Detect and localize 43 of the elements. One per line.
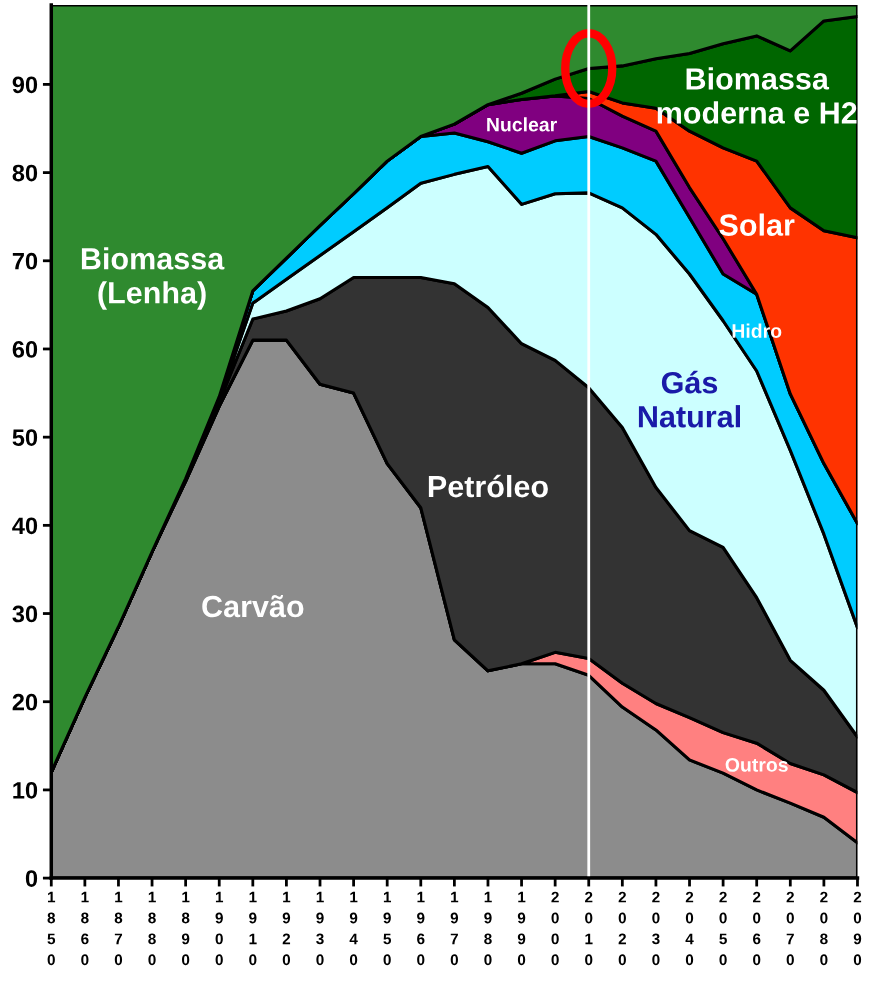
y-tick-label: 70: [12, 252, 38, 270]
x-tick-label: 1 9 2 0: [282, 891, 291, 966]
y-tick-label: 10: [13, 781, 38, 799]
x-tick-label: 2 0 7 0: [786, 891, 794, 966]
x-tick-label: 1 9 3 0: [316, 891, 324, 966]
x-tick-label: 1 8 8 0: [148, 891, 156, 966]
x-tick-label: 2 0 9 0: [853, 891, 862, 966]
x-tick-label: 1 9 8 0: [484, 891, 492, 966]
x-tick-label: 2 0 2 0: [618, 891, 626, 966]
x-tick-label: 2 0 0 0: [551, 891, 559, 966]
series-label: Carvão: [202, 595, 304, 618]
x-tick-label: 1 9 7 0: [450, 891, 459, 966]
x-tick-label: 1 8 5 0: [47, 891, 56, 966]
y-tick-label: 60: [12, 341, 38, 358]
x-tick-label: 1 8 6 0: [81, 891, 89, 966]
x-tick-label: 2 0 5 0: [719, 891, 727, 966]
y-tick-label: 30: [12, 605, 38, 623]
x-tick-label: 1 9 4 0: [349, 891, 358, 966]
x-tick-label: 2 0 6 0: [752, 891, 761, 966]
series-label: Gás Natural: [638, 370, 740, 428]
series-label: Outros: [725, 758, 788, 772]
x-tick-label: 1 9 9 0: [517, 891, 526, 966]
y-tick-label: 40: [12, 517, 38, 535]
series-label: Solar: [719, 213, 795, 236]
series-label: Nuclear: [487, 117, 557, 132]
x-tick-label: 1 9 0 0: [215, 891, 224, 966]
series-label: Biomassa moderna e H2: [657, 67, 857, 124]
x-tick-label: 2 0 8 0: [820, 891, 828, 966]
series-label: Petróleo: [428, 474, 548, 498]
x-tick-label: 1 8 9 0: [181, 891, 190, 966]
x-tick-label: 2 0 1 0: [585, 891, 593, 966]
x-tick-label: 1 9 5 0: [383, 891, 392, 966]
y-tick-label: 90: [12, 76, 38, 94]
y-tick-label: 0: [25, 870, 38, 887]
x-tick-label: 1 8 7 0: [114, 891, 123, 966]
y-tick-label: 20: [12, 693, 38, 711]
series-label: Biomassa (Lenha): [81, 247, 225, 310]
x-tick-label: 2 0 4 0: [685, 891, 694, 966]
x-tick-label: 1 9 6 0: [417, 891, 425, 966]
y-tick-label: 80: [12, 164, 38, 182]
x-tick-label: 1 9 1 0: [249, 891, 257, 966]
y-tick-label: 50: [12, 429, 38, 446]
x-tick-label: 2 0 3 0: [652, 891, 660, 966]
